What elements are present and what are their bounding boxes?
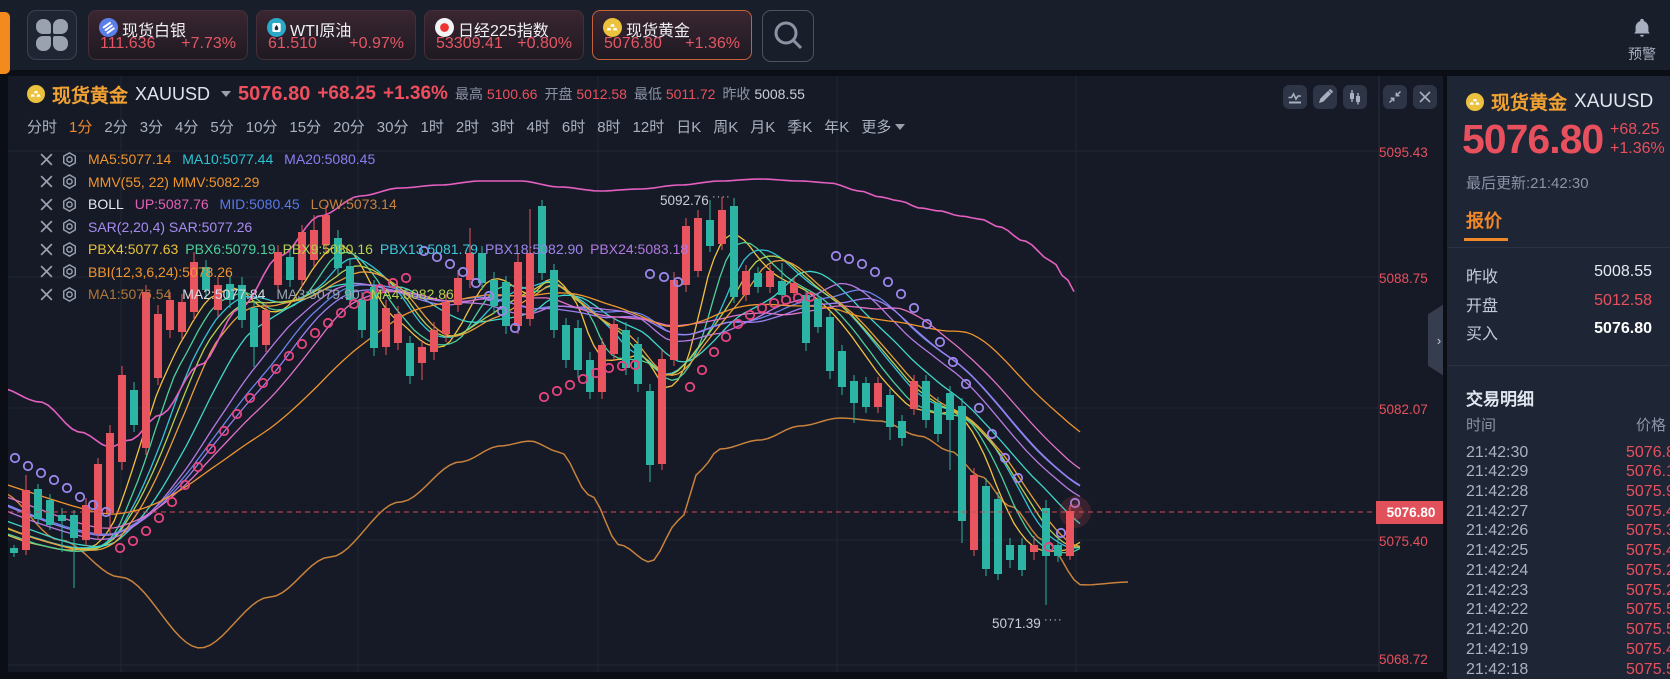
- svg-text:5071.39: 5071.39: [992, 616, 1041, 631]
- svg-text:····: ····: [712, 191, 731, 203]
- svg-text:····: ····: [1044, 614, 1063, 626]
- svg-text:5092.76: 5092.76: [660, 193, 709, 208]
